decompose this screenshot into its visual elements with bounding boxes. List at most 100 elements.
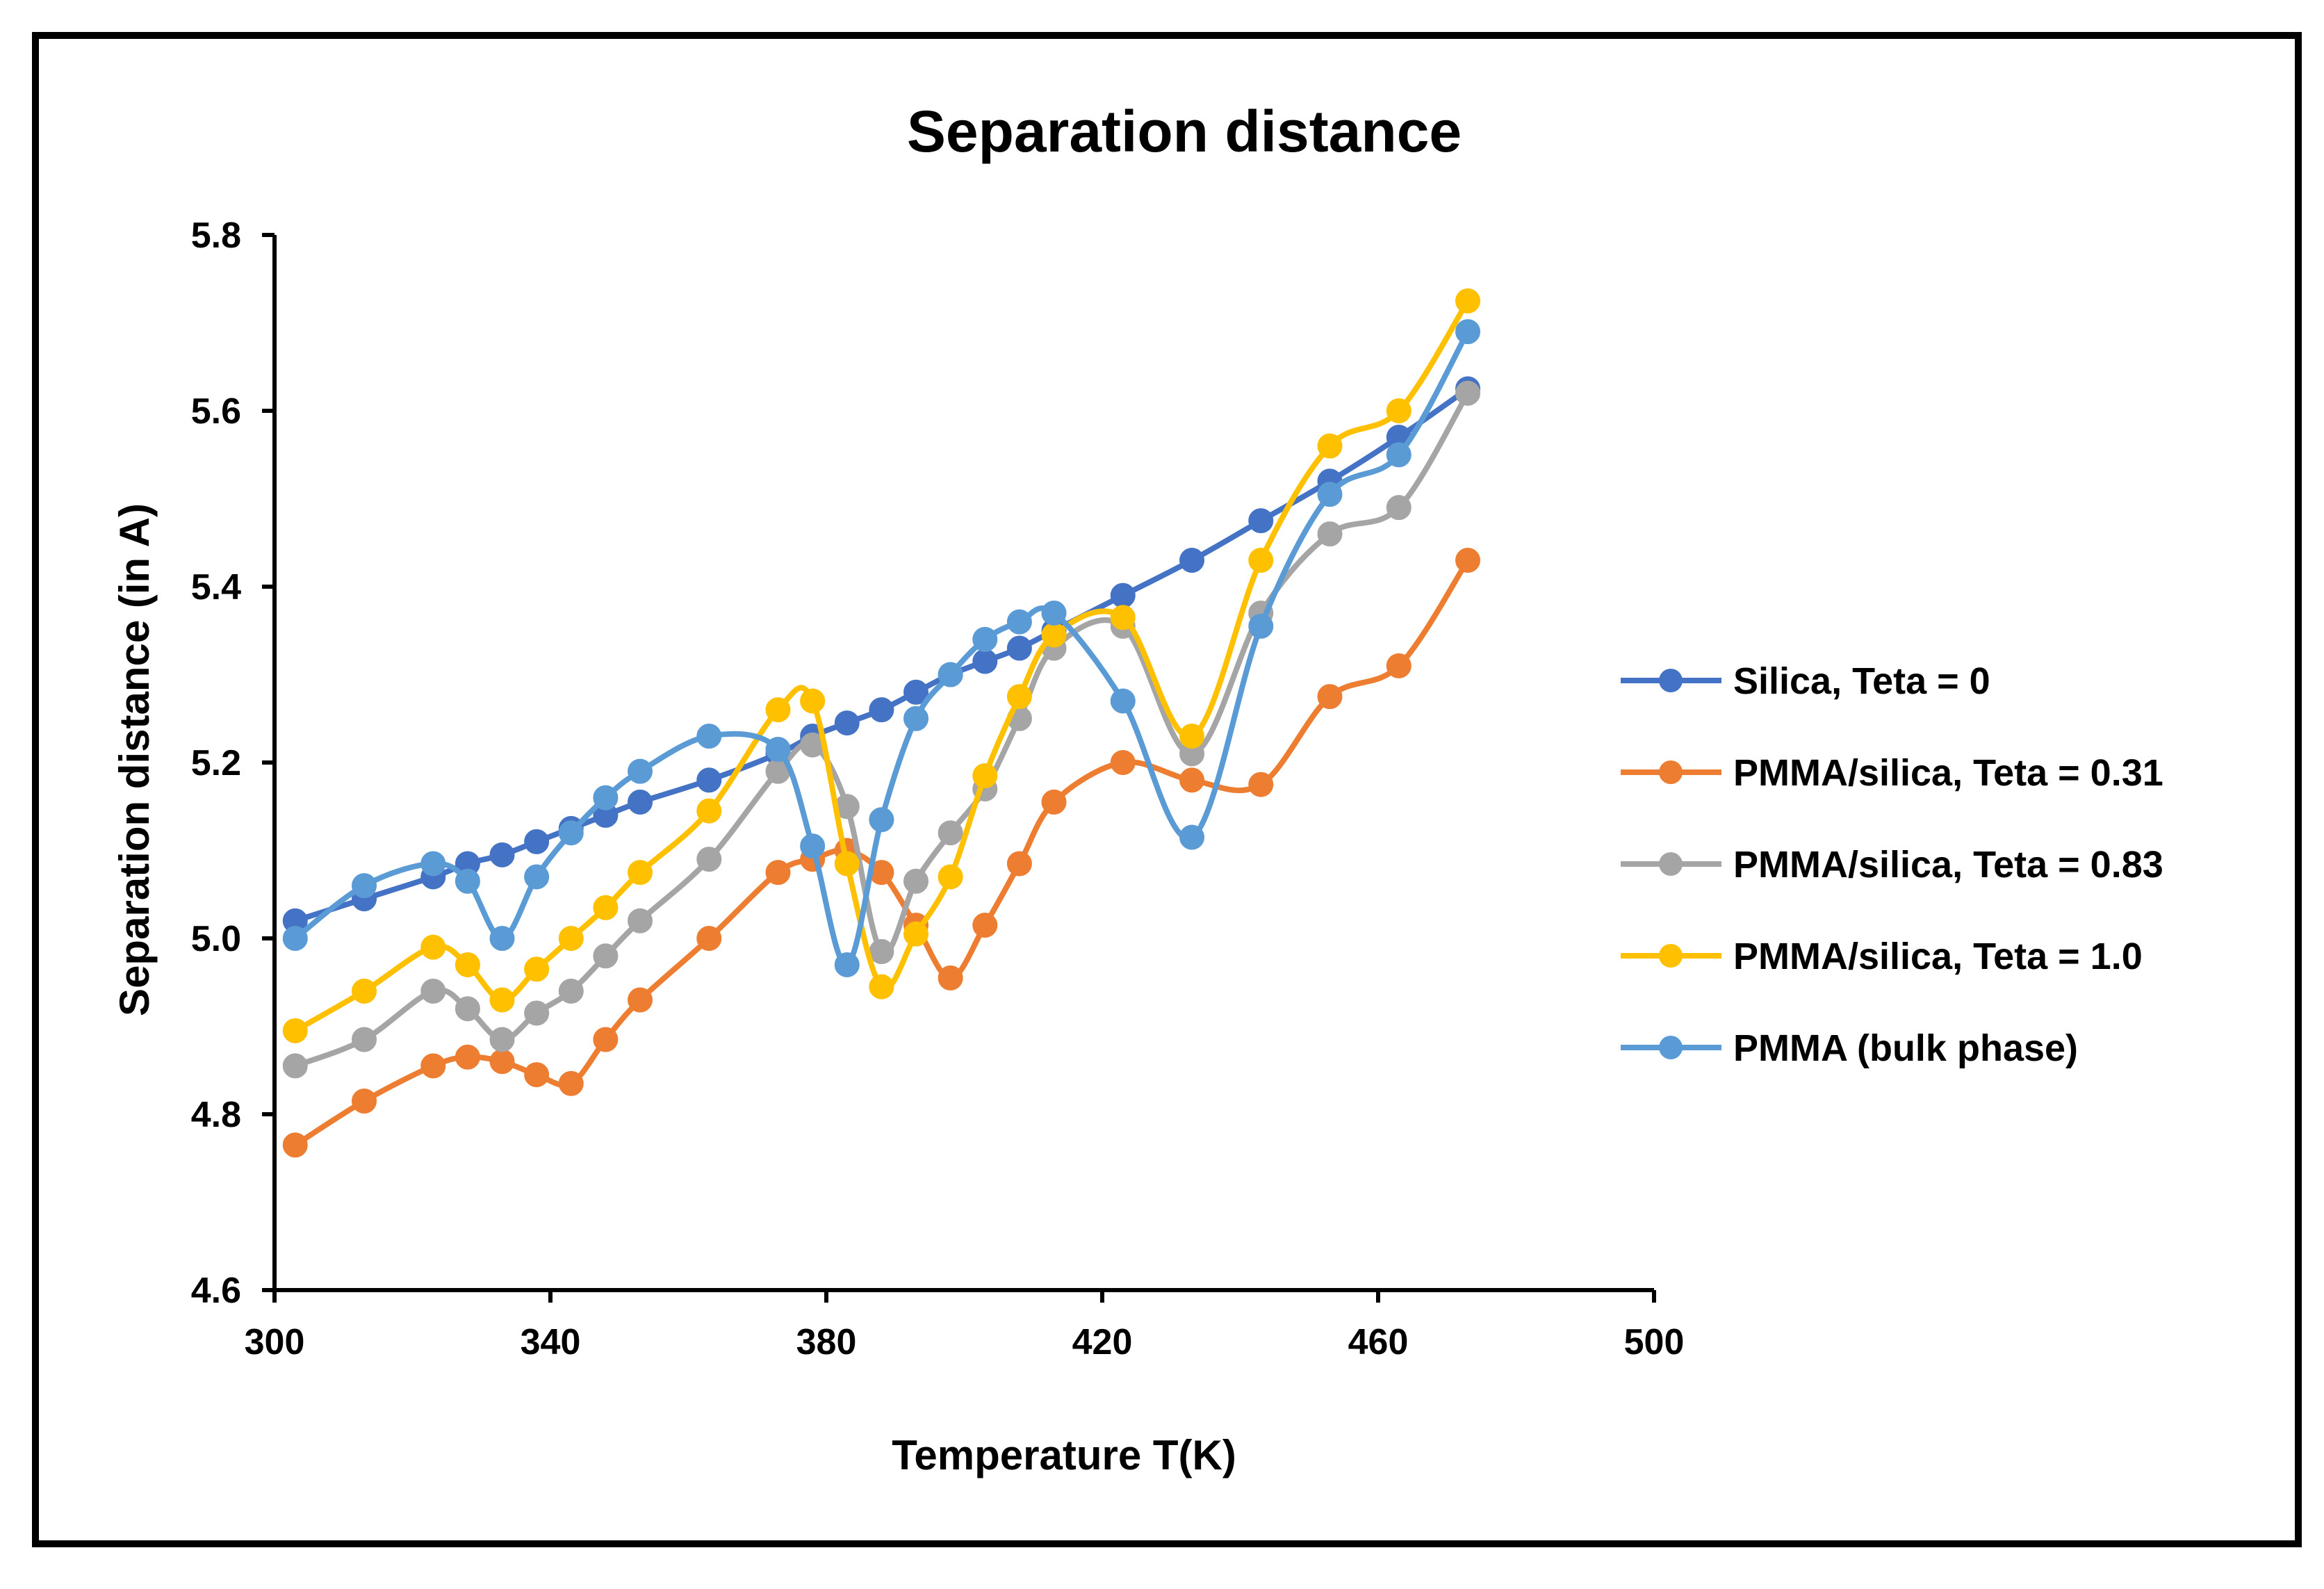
data-point bbox=[1110, 688, 1136, 714]
data-point bbox=[938, 864, 963, 890]
data-point bbox=[1041, 600, 1067, 626]
chart-title: Separation distance bbox=[907, 99, 1462, 164]
data-point bbox=[420, 851, 446, 877]
data-point bbox=[1006, 684, 1032, 710]
data-point bbox=[903, 868, 929, 894]
legend-label: Silica, Teta = 0 bbox=[1733, 660, 1990, 702]
data-point bbox=[282, 1053, 308, 1079]
data-point bbox=[903, 679, 929, 705]
data-point bbox=[1317, 482, 1343, 507]
data-point bbox=[869, 807, 894, 833]
legend-label: PMMA (bulk phase) bbox=[1733, 1027, 2078, 1069]
legend-item: PMMA/silica, Teta = 0.31 bbox=[1621, 752, 2163, 794]
data-point bbox=[1317, 684, 1343, 710]
data-point bbox=[765, 737, 791, 763]
data-point bbox=[593, 785, 619, 810]
data-point bbox=[696, 724, 722, 749]
y-tick-label: 5.6 bbox=[191, 391, 241, 432]
data-point bbox=[420, 978, 446, 1004]
data-point bbox=[628, 908, 653, 934]
y-axis-label: Separation distance (in A) bbox=[111, 503, 158, 1016]
x-tick-label: 500 bbox=[1624, 1322, 1685, 1362]
data-point bbox=[834, 952, 860, 977]
data-point bbox=[834, 710, 860, 736]
data-point bbox=[489, 842, 515, 867]
data-point bbox=[455, 996, 480, 1022]
data-point bbox=[903, 921, 929, 947]
legend-item: Silica, Teta = 0 bbox=[1621, 660, 1990, 702]
y-tick-label: 5.8 bbox=[191, 215, 241, 256]
data-point bbox=[696, 847, 722, 872]
x-ticks: 300 340 380 420 460 500 bbox=[245, 1290, 1685, 1362]
data-point bbox=[524, 956, 550, 982]
data-point bbox=[1455, 319, 1481, 345]
data-point bbox=[593, 943, 619, 969]
x-axis-label: Temperature T(K) bbox=[892, 1432, 1236, 1478]
data-point bbox=[489, 926, 515, 951]
legend-marker bbox=[1659, 760, 1683, 784]
series-4 bbox=[282, 288, 1481, 1043]
series-5 bbox=[282, 319, 1481, 977]
chart-svg: Separation distance 4.6 4.8 5.0 5.2 5.4 5.6 5.… bbox=[111, 99, 2163, 1478]
data-point bbox=[628, 860, 653, 886]
data-point bbox=[1179, 548, 1205, 573]
data-point bbox=[938, 662, 963, 687]
data-point bbox=[800, 688, 826, 714]
data-point bbox=[352, 873, 377, 899]
data-point bbox=[282, 926, 308, 951]
data-point bbox=[352, 1089, 377, 1114]
data-point bbox=[800, 833, 826, 859]
data-point bbox=[628, 987, 653, 1013]
data-point bbox=[869, 974, 894, 1000]
data-point bbox=[972, 763, 998, 788]
legend-item: PMMA/silica, Teta = 0.83 bbox=[1621, 844, 2163, 886]
data-point bbox=[282, 1018, 308, 1043]
data-point bbox=[1386, 442, 1411, 468]
data-point bbox=[524, 829, 550, 854]
x-tick-label: 340 bbox=[521, 1322, 581, 1362]
data-point bbox=[1248, 548, 1274, 573]
data-point bbox=[972, 626, 998, 652]
series-2 bbox=[282, 548, 1481, 1158]
data-point bbox=[1110, 605, 1136, 630]
data-point bbox=[1386, 495, 1411, 521]
legend-marker bbox=[1659, 669, 1683, 692]
data-point bbox=[1248, 772, 1274, 797]
data-point bbox=[524, 864, 550, 890]
data-point bbox=[489, 1049, 515, 1075]
data-point bbox=[1110, 582, 1136, 608]
data-point bbox=[593, 895, 619, 920]
data-point bbox=[1179, 724, 1205, 749]
data-point bbox=[558, 926, 584, 951]
chart-frame: Separation distance 4.6 4.8 5.0 5.2 5.4 5.6 5.… bbox=[32, 32, 2302, 1547]
data-point bbox=[489, 1027, 515, 1052]
data-point bbox=[1386, 398, 1411, 423]
series-1 bbox=[282, 376, 1481, 934]
data-point bbox=[765, 860, 791, 886]
data-point bbox=[1317, 433, 1343, 459]
data-point bbox=[1455, 548, 1481, 573]
data-point bbox=[903, 706, 929, 731]
data-point bbox=[524, 1000, 550, 1026]
data-point bbox=[455, 1044, 480, 1070]
data-point bbox=[696, 798, 722, 824]
data-point bbox=[489, 987, 515, 1013]
y-tick-label: 5.2 bbox=[191, 743, 241, 783]
data-point bbox=[972, 913, 998, 938]
data-point bbox=[352, 978, 377, 1004]
data-point bbox=[938, 820, 963, 846]
legend: Silica, Teta = 0 PMMA/silica, Teta = 0.31… bbox=[1621, 660, 2163, 1069]
data-point bbox=[834, 851, 860, 877]
data-point bbox=[1006, 609, 1032, 635]
series-line bbox=[294, 386, 1470, 924]
data-point bbox=[972, 649, 998, 674]
x-tick-label: 420 bbox=[1072, 1322, 1133, 1362]
data-point bbox=[1006, 635, 1032, 661]
data-point bbox=[282, 1132, 308, 1158]
data-point bbox=[1041, 622, 1067, 648]
x-tick-label: 380 bbox=[796, 1322, 857, 1362]
series-line bbox=[293, 330, 1471, 968]
x-tick-label: 300 bbox=[245, 1322, 305, 1362]
y-ticks: 4.6 4.8 5.0 5.2 5.4 5.6 5.8 bbox=[191, 215, 275, 1311]
legend-marker bbox=[1659, 944, 1683, 968]
